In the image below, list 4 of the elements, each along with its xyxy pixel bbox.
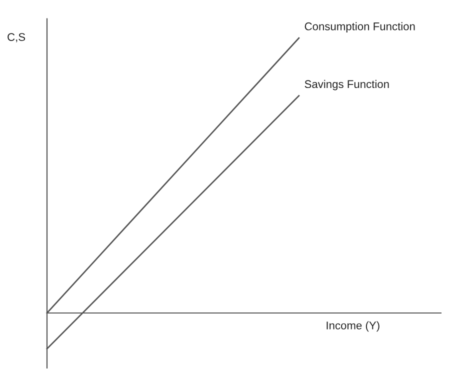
x-axis-title: Income (Y): [326, 321, 380, 332]
series-label: Consumption Function: [304, 22, 415, 32]
series-label: Savings Function: [304, 80, 389, 90]
y-axis-title: C,S: [8, 33, 26, 42]
